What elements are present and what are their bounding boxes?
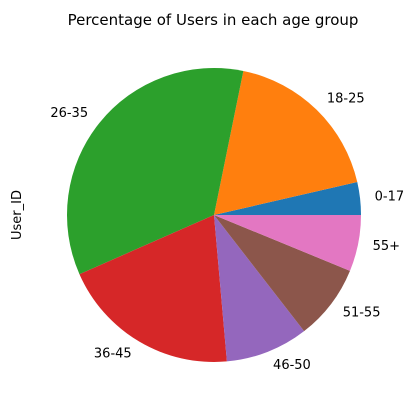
pie-slice-51-55: [214, 215, 350, 332]
pie-slice-46-50: [214, 215, 305, 362]
pie-slice-18-25: [214, 70, 358, 216]
pie-labels: 0-17 18-25 26-35 36-45 46-50 51-55 55+: [50, 92, 404, 373]
chart-title: Percentage of Users in each age group: [68, 11, 359, 29]
pie-slice-26-35: [66, 67, 244, 275]
y-axis-label: User_ID: [10, 190, 25, 240]
pie-slices: [66, 67, 361, 362]
pie-slice-0-17: [214, 182, 361, 215]
pie-label-51-55: 51-55: [343, 305, 381, 320]
pie-label-0-17: 0-17: [375, 189, 405, 204]
pie-slice-36-45: [79, 215, 227, 362]
pie-label-46-50: 46-50: [273, 358, 311, 373]
pie-slice-55: [214, 215, 361, 271]
pie-label-36-45: 36-45: [94, 347, 132, 362]
pie-label-55: 55+: [373, 239, 400, 254]
pie-label-26-35: 26-35: [50, 106, 88, 121]
pie-label-18-25: 18-25: [327, 92, 365, 107]
